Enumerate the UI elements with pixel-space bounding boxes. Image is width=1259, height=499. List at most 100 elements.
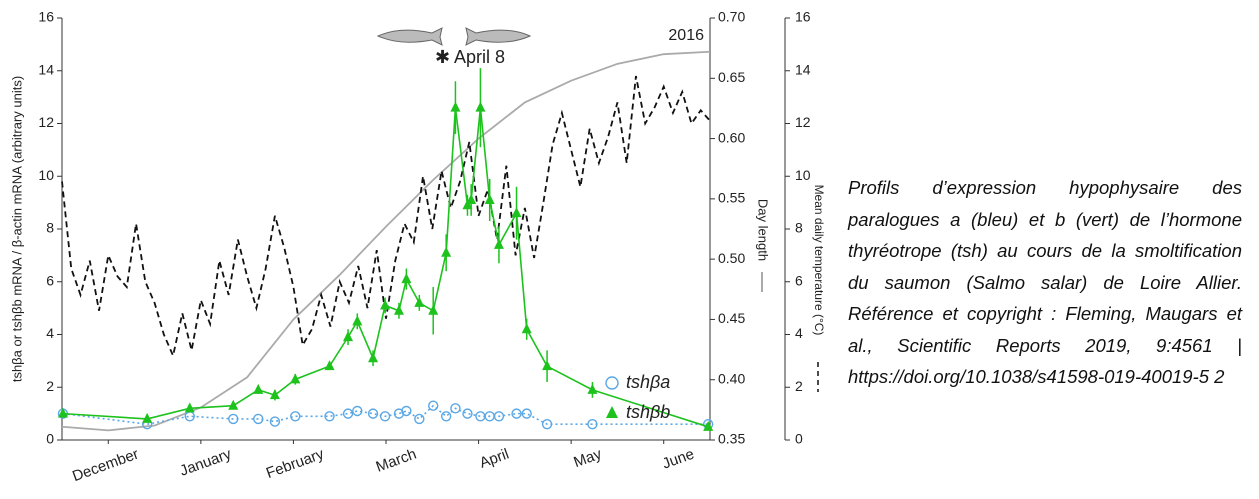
y2-tick-label: 0.70 [718,9,745,25]
fish-icon [465,27,532,46]
point [324,360,335,371]
point [184,402,195,413]
chart: 2016 ✱ April 8 02468101214160.350.400.45… [9,9,826,486]
y-tick-label: 0 [46,431,54,447]
point [269,416,281,427]
y2-tick-label: 0.65 [718,69,745,85]
point [511,408,522,419]
y2-axis-label: Day length [756,199,771,261]
point [290,373,301,384]
y2-tick-label: 0.40 [718,370,745,386]
y-axis-label: tshβa or tshβb mRNA / β-actin mRNA (arbi… [9,76,24,382]
point [462,408,473,419]
point [324,411,335,422]
point [511,207,522,218]
legend-label: tshβb [626,402,670,422]
y3-tick-label: 0 [795,431,803,447]
x-tick-label: March [374,446,419,476]
y-tick-label: 8 [46,220,54,236]
point [484,193,495,204]
y3-tick-label: 2 [795,378,803,394]
point [493,411,505,422]
point [466,193,477,204]
y3-tick-label: 10 [795,167,811,183]
point [269,389,280,400]
legend-label: tshβa [626,372,670,392]
point [587,418,598,430]
y2-tick-label: 0.50 [718,250,745,266]
y2-tick-label: 0.35 [718,431,745,447]
point [401,405,412,417]
point [521,323,532,334]
point [342,408,354,419]
series-line [61,75,711,359]
x-tick-label: April [477,446,511,472]
point [440,411,452,422]
point [521,408,532,419]
y-tick-label: 6 [46,272,54,288]
y3-axis-label: Mean daily temperature (°C) [812,185,826,336]
point [414,413,425,425]
legend-symbol [605,376,619,390]
x-tick-label: June [660,446,696,473]
point [228,399,239,410]
point [57,407,68,418]
point [393,304,404,315]
fish-icon [376,27,443,46]
y2-tick-label: 0.55 [718,190,745,206]
point [587,383,598,394]
point [493,238,504,249]
y3-tick-label: 4 [795,325,803,341]
point [541,418,553,430]
point [379,411,391,422]
point [401,273,412,284]
point [428,400,439,411]
point [253,383,264,394]
point [393,408,405,419]
fish-icons [376,27,532,46]
y3-tick-label: 12 [795,114,811,130]
y-tick-label: 2 [46,378,54,394]
point [475,101,486,112]
point [462,199,473,210]
point [414,296,425,307]
date-annotation: ✱ April 8 [435,47,505,67]
point [703,420,714,431]
y3-tick-label: 14 [795,61,811,77]
point [441,246,452,257]
y-tick-label: 14 [38,61,54,77]
point [343,331,354,342]
year-annotation: 2016 [668,27,704,44]
x-tick-label: January [178,445,234,479]
point [428,304,439,315]
point [142,412,153,423]
y-tick-label: 4 [46,325,54,341]
series-line [62,107,709,428]
point [367,408,379,419]
x-tick-label: December [70,446,141,486]
point [253,413,264,425]
point [352,405,363,417]
y3-tick-label: 6 [795,272,803,288]
y-tick-label: 10 [38,167,54,183]
series-line [61,50,711,432]
x-tick-label: May [571,445,604,471]
point [450,101,461,112]
y3-tick-label: 8 [795,220,803,236]
y-tick-label: 16 [38,9,54,25]
point [228,413,239,425]
y3-tick-label: 16 [795,9,811,25]
legend-symbol [606,406,618,418]
point [368,352,379,363]
point [290,411,301,422]
point [542,360,553,371]
y-tick-label: 12 [38,114,54,130]
point [450,403,461,414]
point [380,299,391,310]
x-tick-label: February [264,445,327,482]
y2-tick-label: 0.45 [718,310,745,326]
y2-tick-label: 0.60 [718,129,745,145]
caption: Profils d’expression hypophysaire des pa… [848,177,1242,387]
point [352,315,363,326]
